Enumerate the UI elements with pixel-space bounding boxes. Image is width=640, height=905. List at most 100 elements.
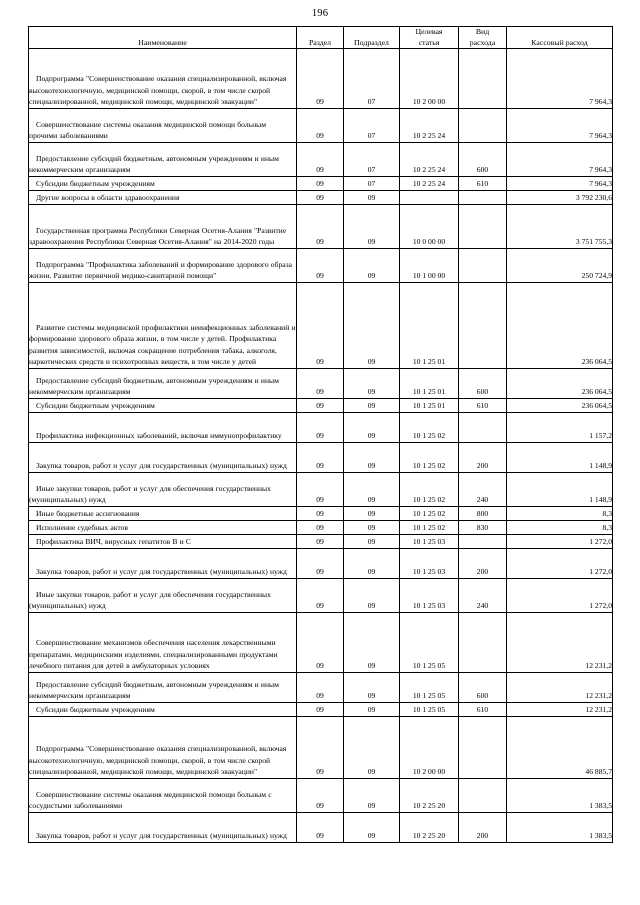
row-kassovyy-rashod-cell: 1 272,0 <box>506 578 613 613</box>
table-row: Подпрограмма "Совершенствование оказания… <box>28 716 613 779</box>
row-name-cell: Закупка товаров, работ и услуг для госуд… <box>28 812 297 843</box>
row-celevaya-statya-cell: 10 1 25 02 <box>399 472 459 507</box>
row-razdel-cell: 09 <box>296 778 344 813</box>
row-podrazdel-cell: 09 <box>343 282 400 369</box>
row-razdel-cell: 09 <box>296 702 344 717</box>
row-name-cell: Иные бюджетные ассигнования <box>28 506 297 521</box>
row-razdel-cell: 09 <box>296 108 344 143</box>
row-vid-rashoda-cell <box>458 716 507 779</box>
row-kassovyy-rashod-cell: 1 272,0 <box>506 548 613 579</box>
row-razdel-cell: 09 <box>296 142 344 177</box>
row-name-cell: Подпрограмма "Совершенствование оказания… <box>28 48 297 109</box>
row-kassovyy-rashod-cell: 236 064,5 <box>506 282 613 369</box>
table-row: Субсидии бюджетным учреждениям 09 07 10 2 2… <box>28 176 613 191</box>
row-name-cell: Закупка товаров, работ и услуг для госуд… <box>28 548 297 579</box>
row-podrazdel-cell: 09 <box>343 702 400 717</box>
row-kassovyy-rashod-cell: 3 792 230,6 <box>506 190 613 205</box>
row-podrazdel-cell: 09 <box>343 506 400 521</box>
row-celevaya-statya-cell: 10 2 25 24 <box>399 108 459 143</box>
row-name-cell: Совершенствование механизмов обеспечения… <box>28 612 297 673</box>
row-razdel-cell: 09 <box>296 176 344 191</box>
row-podrazdel-cell: 09 <box>343 548 400 579</box>
table-row: Совершенствование системы оказания медиц… <box>28 108 613 143</box>
row-celevaya-statya-cell: 10 1 25 02 <box>399 520 459 535</box>
row-vid-rashoda-cell <box>458 248 507 283</box>
row-kassovyy-rashod-cell: 7 964,3 <box>506 108 613 143</box>
row-kassovyy-rashod-cell: 8,3 <box>506 506 613 521</box>
row-podrazdel-cell: 09 <box>343 412 400 443</box>
row-kassovyy-rashod-cell: 12 231,2 <box>506 702 613 717</box>
row-razdel-cell: 09 <box>296 672 344 703</box>
row-name-cell: Субсидии бюджетным учреждениям <box>28 398 297 413</box>
row-vid-rashoda-cell: 240 <box>458 472 507 507</box>
row-celevaya-statya-cell: 10 1 25 03 <box>399 578 459 613</box>
row-name-cell: Профилактика инфекционных заболеваний, в… <box>28 412 297 443</box>
column-header-kassovyy-rashod: Кассовый расход <box>506 26 613 49</box>
row-razdel-cell: 09 <box>296 716 344 779</box>
budget-table: Наименование Раздел Подраздел Целевая ст… <box>28 26 613 843</box>
row-celevaya-statya-cell <box>399 190 459 205</box>
row-celevaya-statya-cell: 10 1 00 00 <box>399 248 459 283</box>
row-podrazdel-cell: 09 <box>343 204 400 249</box>
row-razdel-cell: 09 <box>296 282 344 369</box>
row-razdel-cell: 09 <box>296 204 344 249</box>
row-kassovyy-rashod-cell: 7 964,3 <box>506 48 613 109</box>
table-row: Закупка товаров, работ и услуг для госуд… <box>28 442 613 473</box>
row-celevaya-statya-cell: 10 2 25 20 <box>399 778 459 813</box>
row-razdel-cell: 09 <box>296 578 344 613</box>
row-vid-rashoda-cell: 200 <box>458 812 507 843</box>
row-podrazdel-cell: 09 <box>343 248 400 283</box>
row-celevaya-statya-cell: 10 2 25 24 <box>399 142 459 177</box>
row-razdel-cell: 09 <box>296 398 344 413</box>
row-podrazdel-cell: 09 <box>343 368 400 399</box>
row-kassovyy-rashod-cell: 1 148,9 <box>506 442 613 473</box>
table-row: Субсидии бюджетным учреждениям 09 09 10 1 2… <box>28 398 613 413</box>
row-kassovyy-rashod-cell: 12 231,2 <box>506 672 613 703</box>
page-number: 196 <box>311 8 329 19</box>
row-kassovyy-rashod-cell: 8,3 <box>506 520 613 535</box>
row-name-cell: Субсидии бюджетным учреждениям <box>28 176 297 191</box>
column-header-vid-rashoda: Вид расхода <box>458 26 507 49</box>
row-podrazdel-cell: 09 <box>343 612 400 673</box>
row-podrazdel-cell: 09 <box>343 778 400 813</box>
row-celevaya-statya-cell: 10 1 25 02 <box>399 442 459 473</box>
row-vid-rashoda-cell: 800 <box>458 506 507 521</box>
row-name-cell: Развитие системы медицинской профилактик… <box>28 282 297 369</box>
column-header-razdel: Раздел <box>296 26 344 49</box>
row-podrazdel-cell: 09 <box>343 578 400 613</box>
row-razdel-cell: 09 <box>296 534 344 549</box>
row-name-cell: Закупка товаров, работ и услуг для госуд… <box>28 442 297 473</box>
table-row: Закупка товаров, работ и услуг для госуд… <box>28 548 613 579</box>
table-row: Совершенствование системы оказания медиц… <box>28 778 613 813</box>
row-name-cell: Предоставление субсидий бюджетным, автон… <box>28 142 297 177</box>
row-celevaya-statya-cell: 10 2 00 00 <box>399 48 459 109</box>
table-row: Закупка товаров, работ и услуг для госуд… <box>28 812 613 843</box>
row-razdel-cell: 09 <box>296 368 344 399</box>
row-podrazdel-cell: 07 <box>343 48 400 109</box>
column-header-podrazdel: Подраздел <box>343 26 400 49</box>
column-header-vid-rashoda-line2: расхода <box>469 37 496 47</box>
row-razdel-cell: 09 <box>296 48 344 109</box>
row-podrazdel-cell: 07 <box>343 108 400 143</box>
row-vid-rashoda-cell: 240 <box>458 578 507 613</box>
row-podrazdel-cell: 09 <box>343 398 400 413</box>
row-kassovyy-rashod-cell: 7 964,3 <box>506 176 613 191</box>
table-row: Развитие системы медицинской профилактик… <box>28 282 613 369</box>
row-vid-rashoda-cell <box>458 282 507 369</box>
row-kassovyy-rashod-cell: 236 064,5 <box>506 368 613 399</box>
row-celevaya-statya-cell: 10 1 25 01 <box>399 282 459 369</box>
row-kassovyy-rashod-cell: 1 383,5 <box>506 778 613 813</box>
row-vid-rashoda-cell: 200 <box>458 442 507 473</box>
table-row: Предоставление субсидий бюджетным, автон… <box>28 672 613 703</box>
row-razdel-cell: 09 <box>296 506 344 521</box>
row-name-cell: Подпрограмма "Совершенствование оказания… <box>28 716 297 779</box>
table-row: Государственная программа Республики Сев… <box>28 204 613 249</box>
row-celevaya-statya-cell: 10 1 25 05 <box>399 702 459 717</box>
row-podrazdel-cell: 09 <box>343 812 400 843</box>
row-podrazdel-cell: 09 <box>343 472 400 507</box>
row-celevaya-statya-cell: 10 1 25 03 <box>399 548 459 579</box>
table-body: Подпрограмма "Совершенствование оказания… <box>28 48 613 843</box>
table-row: Исполнение судебных актов 09 09 10 1 25 02 8… <box>28 520 613 535</box>
table-row: Иные бюджетные ассигнования 09 09 10 1 25 0… <box>28 506 613 521</box>
row-razdel-cell: 09 <box>296 520 344 535</box>
